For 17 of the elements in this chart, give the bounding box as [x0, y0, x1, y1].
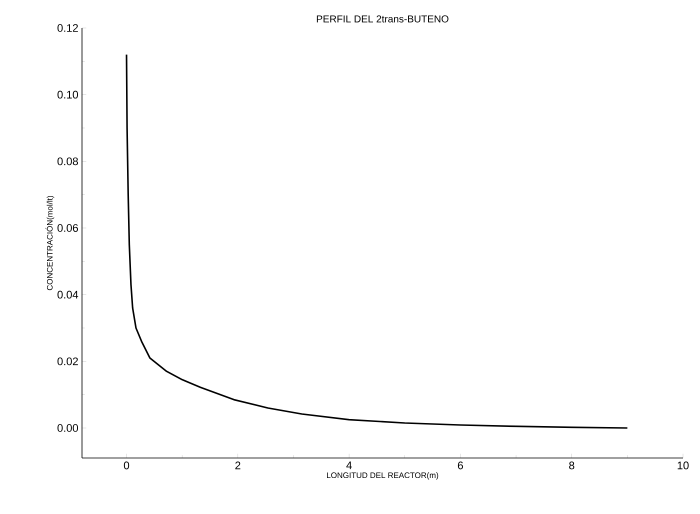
- x-tick-label: 2: [235, 462, 240, 470]
- y-tick-label: 0.04: [57, 290, 78, 299]
- line-series: [126, 54, 628, 429]
- y-axis-title: CONCENTRACIÓN(mol/lt): [46, 196, 54, 290]
- x-tick-label: 6: [458, 462, 463, 470]
- y-tick-label: 0.00: [57, 424, 78, 432]
- x-tick-label: 10: [678, 462, 689, 470]
- y-tick-label: 0.06: [57, 224, 78, 232]
- x-tick-label: 4: [346, 462, 352, 470]
- y-tick-label: 0.10: [57, 90, 78, 99]
- x-axis-title: LONGITUD DEL REACTOR(m): [327, 472, 438, 480]
- x-tick-label: 0: [124, 462, 130, 470]
- y-tick-label: 0.12: [57, 24, 78, 32]
- x-tick-label: 8: [569, 462, 574, 470]
- chart-title: PERFIL DEL 2trans-BUTENO: [316, 15, 448, 22]
- y-tick-label: 0.02: [57, 357, 78, 366]
- y-tick-label: 0.08: [57, 157, 78, 166]
